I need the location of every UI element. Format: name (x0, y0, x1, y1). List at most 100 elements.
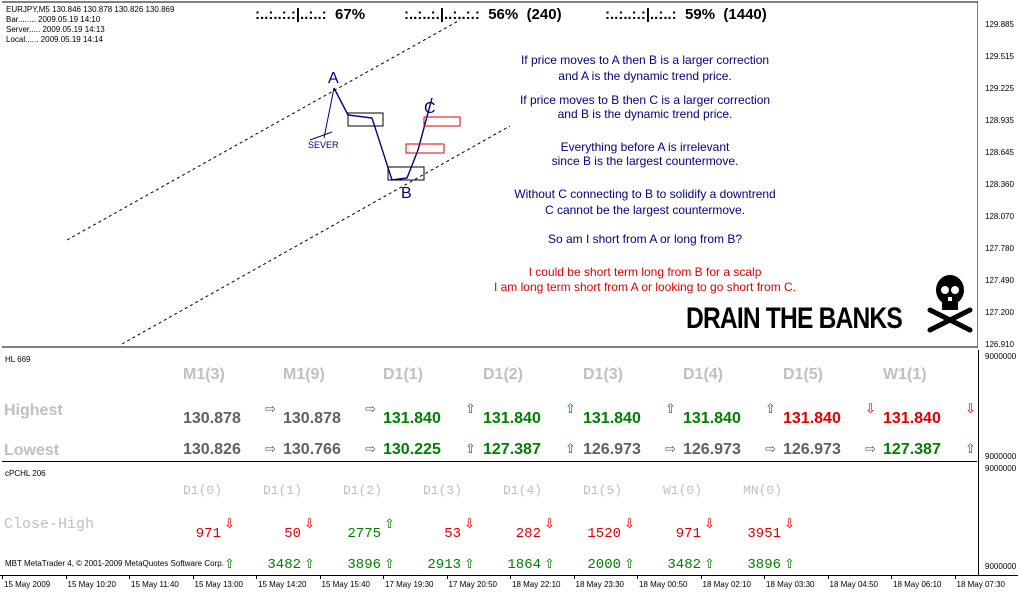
price-tick: 129.515 (985, 52, 1014, 61)
sentiment-pct: 59% (685, 6, 716, 23)
lowest-value: 127.387 (883, 441, 941, 458)
price-tick: 127.780 (985, 244, 1014, 253)
note-line-8: C cannot be the largest countermove. (544, 203, 746, 217)
time-tick: 18 May 02:10 (702, 580, 751, 589)
point-c-label: C (424, 100, 436, 117)
up-arrow-icon: ⇧ (384, 557, 395, 572)
highest-value: 131.840 (683, 410, 741, 427)
up-arrow-icon: ⇧ (565, 402, 576, 417)
abc-pattern-line[interactable] (333, 87, 433, 181)
sentiment-bar: :..:..:.:|..:..: (255, 6, 327, 23)
zone-box-b[interactable] (387, 166, 425, 181)
sentiment-gauge-3: :..:..:.:|..:..: 59% (1440) (605, 6, 767, 23)
price-tick: 127.490 (985, 276, 1014, 285)
time-tick-mark (319, 576, 321, 579)
sentiment-count: (1440) (723, 6, 767, 23)
copyright-notice: MBT MetaTrader 4, © 2001-2009 MetaQuotes… (5, 559, 224, 568)
up-arrow-icon: ⇧ (965, 442, 976, 457)
zone-box-c[interactable] (405, 143, 445, 154)
close-high-value: 282 (515, 526, 541, 542)
trend-channel-upper[interactable] (66, 19, 461, 241)
down-arrow-icon: ⇩ (784, 517, 795, 532)
time-tick-mark (383, 576, 384, 579)
pchl-column-header: W1(0) (663, 483, 703, 498)
sever-line[interactable] (323, 87, 335, 139)
main-chart[interactable]: EURJPY,M5 130.846 130.878 130.826 130.86… (0, 0, 1018, 350)
note-line-9: So am I short from A or long from B? (547, 232, 743, 246)
bar-time: Bar........ 2009.05.19 14:10 (6, 15, 101, 24)
price-tick: 126.910 (985, 340, 1014, 349)
time-tick-mark (2, 576, 3, 579)
down-arrow-icon: ⇩ (704, 517, 715, 532)
hl-column-header: D1(1) (383, 366, 424, 383)
lowest-value: 126.973 (583, 441, 641, 458)
time-tick-mark (256, 576, 257, 579)
highest-value: 131.840 (883, 410, 941, 427)
right-arrow-icon: ⇨ (665, 442, 676, 457)
up-arrow-icon: ⇧ (224, 557, 235, 572)
pchl-indicator-panel[interactable]: cPCHL 206 9000000 9000000 Close-High D1(… (0, 462, 1018, 576)
up-arrow-icon: ⇧ (544, 557, 555, 572)
note-line-5: Everything before A is irrelevant (560, 140, 730, 154)
point-a-label: A (328, 70, 339, 87)
down-arrow-icon: ⇩ (464, 517, 475, 532)
close-low-value: 3896 (747, 557, 781, 573)
close-low-value: 1864 (507, 557, 541, 573)
up-arrow-icon: ⇧ (384, 517, 395, 532)
sentiment-pct: 56% (488, 6, 519, 23)
point-b-label: B (401, 185, 412, 202)
price-tick: 129.225 (985, 84, 1014, 93)
trend-channel-lower[interactable] (121, 125, 511, 345)
up-arrow-icon: ⇧ (565, 442, 576, 457)
close-low-value: 2913 (427, 557, 461, 573)
note-line-3: If price moves to B then C is a larger c… (519, 93, 771, 107)
pchl-column-header: D1(5) (583, 483, 623, 498)
price-tick: 129.885 (985, 20, 1014, 29)
zone-box-a[interactable] (347, 112, 384, 127)
highest-row-label: Highest (4, 402, 63, 419)
time-tick: 18 May 04:50 (829, 580, 878, 589)
pchl-panel-title: cPCHL 206 (5, 469, 46, 478)
time-tick-mark (891, 576, 892, 579)
sentiment-gauge-2: :..:..:.|..:..:.: 56% (240) (404, 6, 562, 23)
sentiment-gauge-1: :..:..:.:|..:..: 67% (255, 6, 365, 23)
right-arrow-icon: ⇨ (365, 442, 376, 457)
note-line-2: and A is the dynamic trend price. (558, 69, 732, 83)
down-arrow-icon: ⇩ (304, 517, 315, 532)
close-high-value: 3951 (747, 526, 781, 542)
time-tick: 18 May 22:10 (512, 580, 561, 589)
close-high-value: 2775 (347, 526, 381, 542)
time-tick: 18 May 23:30 (575, 580, 624, 589)
zone-box-c2[interactable] (423, 116, 461, 127)
up-arrow-icon: ⇧ (765, 402, 776, 417)
note-line-6: since B is the largest countermove. (551, 154, 739, 168)
time-tick-mark (954, 576, 956, 579)
lowest-value: 127.387 (483, 441, 541, 458)
price-tick: 127.200 (985, 308, 1014, 317)
note-line-4: and B is the dynamic trend price. (557, 107, 733, 121)
hl-column-header: D1(3) (583, 366, 624, 383)
close-high-value: 50 (284, 526, 301, 542)
price-tick: 128.935 (985, 116, 1014, 125)
time-tick: 15 May 10:20 (67, 580, 116, 589)
right-arrow-icon: ⇨ (865, 442, 876, 457)
time-tick-mark (827, 576, 829, 579)
time-tick: 15 May 13:00 (194, 580, 243, 589)
time-tick-mark (700, 576, 702, 579)
time-tick: 15 May 14:20 (258, 580, 307, 589)
sentiment-count: (240) (526, 6, 562, 23)
time-tick-mark (129, 576, 130, 579)
highest-value: 131.840 (783, 410, 841, 427)
time-tick-mark (446, 576, 448, 579)
time-tick: 18 May 07:30 (956, 580, 1005, 589)
down-arrow-icon: ⇩ (224, 517, 235, 532)
hl-column-header: W1(1) (883, 366, 927, 383)
pchl-column-header: D1(0) (183, 483, 223, 498)
up-arrow-icon: ⇧ (465, 442, 476, 457)
close-high-value: 53 (444, 526, 461, 542)
hl-column-header: M1(3) (183, 366, 225, 383)
close-high-row-label: Close-High (4, 516, 95, 533)
hl-indicator-panel[interactable]: HL 669 9000000 9000000 Highest Lowest M1… (0, 350, 1018, 462)
highest-value: 131.840 (383, 410, 441, 427)
right-arrow-icon: ⇨ (265, 442, 276, 457)
